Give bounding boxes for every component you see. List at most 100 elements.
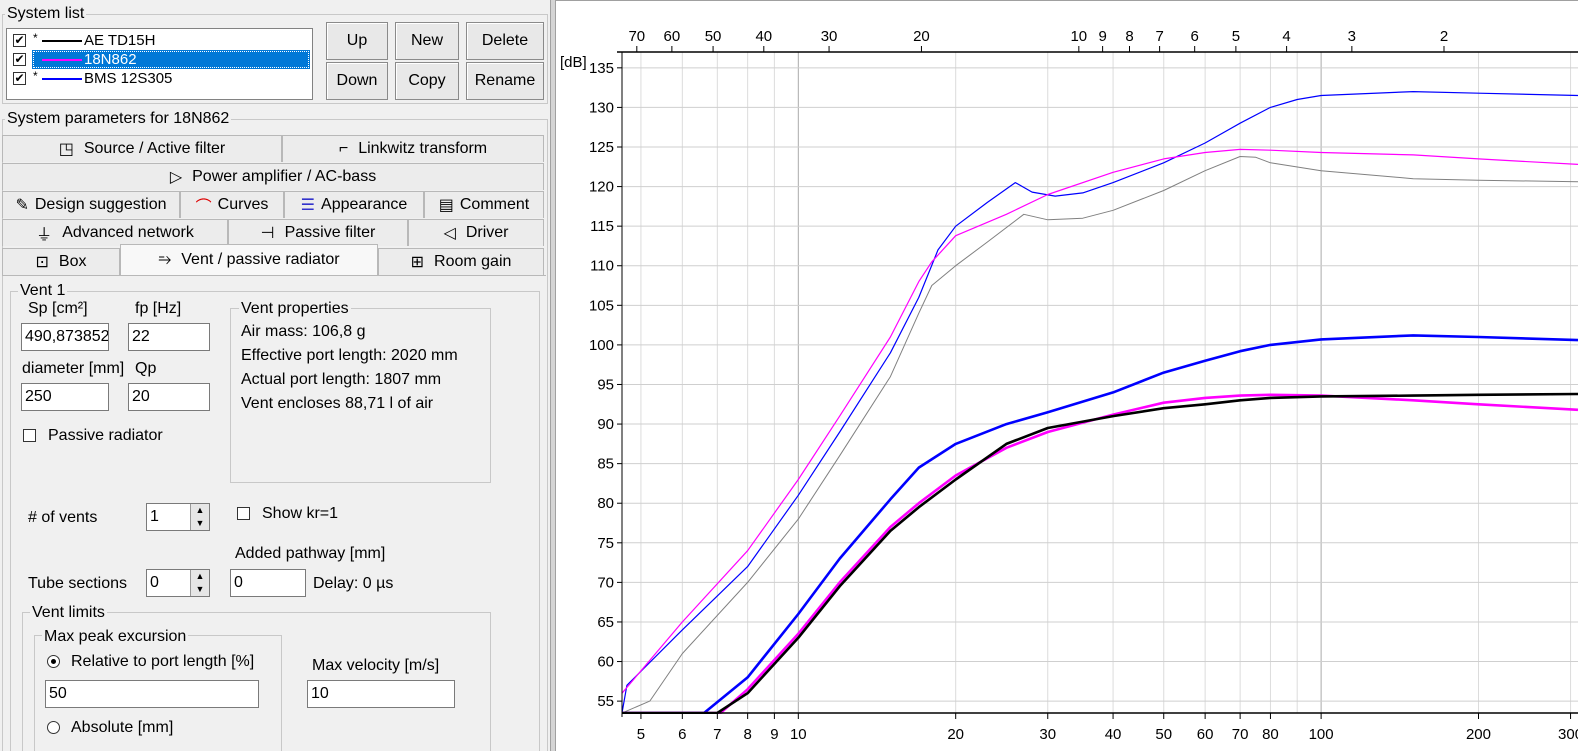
series-color-line — [42, 40, 82, 42]
series-lines — [622, 90, 1578, 714]
tab-box[interactable]: ⊡ Box — [2, 248, 120, 275]
series-line — [622, 156, 1578, 714]
panel-splitter[interactable] — [550, 0, 556, 751]
added-pathway-input[interactable]: 0 — [230, 569, 306, 597]
tab-label: Curves — [217, 196, 269, 213]
tab-source-active-filter[interactable]: ◳ Source / Active filter — [2, 135, 282, 162]
axes: 5560657075808590951001051101151201251301… — [589, 28, 1578, 743]
down-button[interactable]: Down — [326, 62, 388, 100]
new-button[interactable]: New — [395, 22, 459, 60]
x-tick-label: 70 — [1232, 726, 1249, 743]
show-kr-label: Show kr=1 — [262, 505, 339, 522]
y-tick-label: 110 — [590, 258, 614, 275]
diameter-input[interactable]: 250 — [21, 383, 109, 411]
copy-button[interactable]: Copy — [395, 62, 459, 100]
relative-input[interactable]: 50 — [45, 680, 259, 708]
tab-label: Appearance — [321, 196, 408, 213]
spinner-arrows-icon[interactable]: ▲ ▼ — [190, 570, 209, 596]
list-item[interactable]: ✔ * AE TD15H — [9, 31, 310, 50]
tab-appearance[interactable]: ☰ Appearance — [284, 191, 424, 218]
system-listbox[interactable]: ✔ * AE TD15H ✔ 18N862 ✔ * BMS 12S305 — [6, 28, 313, 100]
max-velocity-label: Max velocity [m/s] — [312, 657, 440, 674]
tab-label: Vent / passive radiator — [181, 251, 340, 268]
network-icon: ⏚ — [36, 227, 53, 244]
x-tick-label: 200 — [1466, 726, 1491, 743]
y-tick-label: 65 — [597, 614, 614, 631]
tab-room-gain[interactable]: ⊞ Room gain — [378, 248, 544, 275]
absolute-radio[interactable] — [47, 721, 60, 734]
tab-driver[interactable]: ◁ Driver — [408, 219, 544, 246]
top-x-tick-label: 9 — [1098, 28, 1106, 45]
list-item[interactable]: ✔ * BMS 12S305 — [9, 69, 310, 88]
tab-label: Box — [58, 253, 87, 270]
tab-label: Advanced network — [62, 224, 194, 241]
system-list-title: System list — [5, 5, 87, 23]
vent-properties-group — [230, 308, 491, 483]
checkbox-icon[interactable]: ✔ — [13, 52, 26, 66]
num-vents-spinner[interactable]: 1 ▲ ▼ — [146, 503, 210, 531]
delete-button[interactable]: Delete — [466, 22, 544, 60]
y-tick-label: 120 — [589, 179, 614, 196]
tab-advanced-network[interactable]: ⏚ Advanced network — [2, 219, 228, 246]
tab-passive-filter[interactable]: ⊣ Passive filter — [228, 219, 408, 246]
top-x-tick-label: 30 — [821, 28, 838, 45]
tab-label: Linkwitz transform — [358, 140, 488, 157]
actual-port-length-text: Actual port length: 1807 mm — [241, 371, 442, 388]
system-params-title: System parameters for 18N862 — [5, 110, 232, 128]
y-tick-label: 70 — [597, 574, 614, 591]
x-tick-label: 8 — [743, 726, 751, 743]
show-kr-checkbox[interactable] — [237, 507, 250, 520]
box-icon: ⊡ — [35, 254, 49, 271]
play-icon: ▷ — [169, 169, 183, 186]
y-tick-label: 125 — [589, 139, 614, 156]
tab-curves[interactable]: ⌒ Curves — [180, 191, 284, 218]
plot-panel: 55 60 65 70 75 80 85 90 95 100 105 110 115 120 125 130 1… — [556, 0, 1578, 751]
vent-air-volume-text: Vent encloses 88,71 l of air — [241, 395, 434, 412]
x-tick-label: 300 — [1558, 726, 1578, 743]
delay-text: Delay: 0 µs — [313, 575, 394, 592]
top-x-tick-label: 70 — [628, 28, 645, 45]
tab-vent-passive-radiator[interactable]: ⥱ Vent / passive radiator — [120, 244, 378, 275]
x-tick-label: 7 — [713, 726, 721, 743]
x-tick-label: 60 — [1197, 726, 1214, 743]
relative-radio[interactable] — [47, 655, 60, 668]
x-tick-label: 20 — [947, 726, 964, 743]
absolute-label: Absolute [mm] — [71, 719, 174, 736]
up-button[interactable]: Up — [326, 22, 388, 60]
system-list-group — [2, 14, 548, 104]
tab-label: Design suggestion — [34, 196, 167, 213]
rename-button[interactable]: Rename — [466, 62, 544, 100]
checkbox-icon[interactable]: ✔ — [13, 71, 26, 85]
tab-power-amplifier[interactable]: ▷ Power amplifier / AC-bass — [2, 163, 544, 190]
spinner-arrows-icon[interactable]: ▲ ▼ — [190, 504, 209, 530]
y-tick-label: 60 — [597, 654, 614, 671]
source-icon: ◳ — [58, 141, 74, 158]
passive-radiator-checkbox[interactable] — [23, 429, 36, 442]
modified-marker: * — [33, 31, 38, 45]
vent-limits-title: Vent limits — [30, 604, 107, 622]
max-velocity-input[interactable]: 10 — [307, 680, 455, 708]
tab-design-suggestion[interactable]: ✎ Design suggestion — [2, 191, 180, 218]
system-params-group — [2, 119, 548, 751]
x-tick-label: 40 — [1105, 726, 1122, 743]
x-tick-label: 10 — [790, 726, 807, 743]
checkbox-icon[interactable]: ✔ — [13, 33, 26, 47]
fp-input[interactable]: 22 — [128, 323, 210, 351]
y-tick-label: 90 — [597, 416, 614, 433]
air-mass-text: Air mass: 106,8 g — [241, 323, 366, 340]
list-item-selected[interactable]: ✔ 18N862 — [9, 50, 310, 69]
passive-radiator-label: Passive radiator — [48, 427, 163, 444]
series-color-line — [42, 78, 82, 80]
y-tick-label: 135 — [589, 60, 614, 77]
radio-dot — [51, 659, 56, 664]
sp-input[interactable]: 490,873852 — [21, 323, 109, 351]
tab-linkwitz-transform[interactable]: ⌐ Linkwitz transform — [282, 135, 544, 162]
x-tick-label: 100 — [1309, 726, 1334, 743]
qp-input[interactable]: 20 — [128, 383, 210, 411]
qp-label: Qp — [135, 360, 157, 377]
tab-comment[interactable]: ▤ Comment — [424, 191, 544, 218]
y-tick-label: 55 — [597, 693, 614, 710]
tube-sections-spinner[interactable]: 0 ▲ ▼ — [146, 569, 210, 597]
vent-limits-group — [22, 612, 491, 751]
room-icon: ⊞ — [410, 254, 425, 271]
